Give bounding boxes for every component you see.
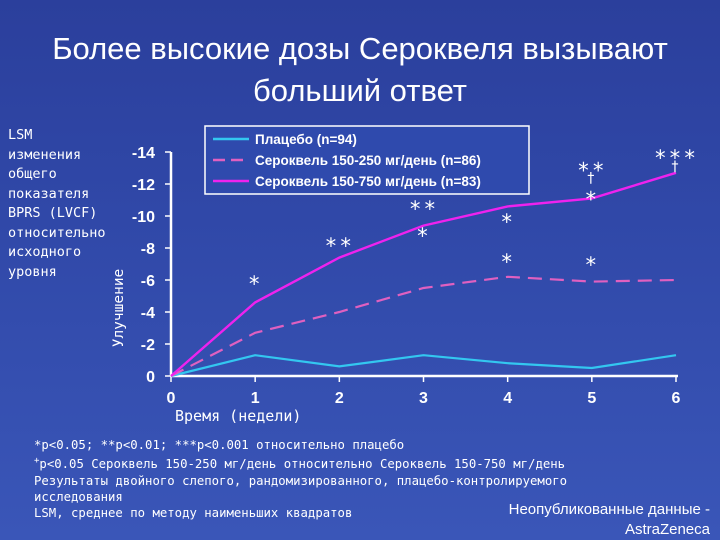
significance-marker: * bbox=[585, 253, 600, 277]
footnote-study-design: Результаты двойного слепого, рандомизиро… bbox=[34, 473, 568, 488]
series-dose-150-250-line bbox=[170, 275, 677, 377]
source-line-1: Неопубликованные данные - bbox=[508, 501, 710, 518]
title-line-1: Более высокие дозы Сероквеля вызывают bbox=[52, 31, 668, 66]
y-tick-label: -2 bbox=[141, 337, 155, 354]
significance-marker: * bbox=[248, 272, 263, 296]
x-axis-label: Время (недели) bbox=[175, 407, 301, 425]
significance-marker: * bbox=[416, 224, 431, 248]
series-dose-150-750-line bbox=[170, 171, 677, 377]
significance-marker: ** bbox=[409, 197, 438, 221]
y-description-line: уровня bbox=[8, 263, 57, 280]
y-tick-label: -10 bbox=[132, 209, 155, 226]
significance-marker: ** bbox=[325, 234, 354, 258]
footnote-lsm: LSM, среднее по методу наименьших квадра… bbox=[34, 505, 353, 520]
y-description-line: BPRS (LVCF) bbox=[8, 205, 98, 221]
significance-marker: † bbox=[587, 170, 597, 186]
series-placebo-line bbox=[170, 354, 677, 378]
y-description-line: показателя bbox=[8, 185, 90, 202]
legend-entry: Сероквель 150-250 мг/день (n=86) bbox=[255, 153, 481, 168]
y-description-line: LSM bbox=[8, 127, 33, 143]
significance-marker: * bbox=[500, 250, 515, 274]
y-tick-label: 0 bbox=[146, 369, 155, 386]
y-description-line: изменения bbox=[8, 146, 82, 163]
significance-marker: ** bbox=[577, 159, 606, 183]
y-tick-label: -4 bbox=[141, 305, 155, 322]
y-tick-label: -6 bbox=[141, 273, 155, 290]
y-description: LSM изменения общего показателя BPRS (LVCF) о… bbox=[8, 126, 128, 282]
x-tick-label: 6 bbox=[672, 390, 681, 407]
footnote-dose-comparison: +p<0.05 Сероквель 150-250 мг/день относи… bbox=[34, 456, 566, 472]
source-note: Неопубликованные данные - AstraZeneca bbox=[452, 500, 710, 540]
x-tick-label: 5 bbox=[587, 390, 596, 407]
footnote-dagger: + bbox=[34, 456, 40, 467]
y-description-line: общего bbox=[8, 166, 57, 182]
legend-entry: Плацебо (n=94) bbox=[255, 132, 357, 147]
y-tick-label: -14 bbox=[132, 145, 155, 162]
footnote-study-design-cont: исследования bbox=[34, 489, 123, 504]
y-tick-label: -8 bbox=[141, 241, 155, 258]
y-tick-label: -12 bbox=[132, 177, 155, 194]
legend-entry: Сероквель 150-750 мг/день (n=83) bbox=[255, 174, 481, 189]
x-tick-label: 3 bbox=[419, 390, 428, 407]
legend-box bbox=[204, 125, 530, 195]
title-line-2: больший ответ bbox=[253, 73, 467, 108]
footnote-significance: *p<0.05; **p<0.01; ***p<0.001 относитель… bbox=[34, 438, 405, 452]
significance-marker: * bbox=[500, 210, 515, 234]
y-axis-label: Улучшение bbox=[111, 269, 127, 348]
significance-marker: † bbox=[671, 159, 681, 175]
y-description-line: относительно bbox=[8, 224, 106, 241]
significance-marker: *** bbox=[654, 146, 698, 170]
y-description-line: исходного bbox=[8, 244, 82, 260]
footnotes: *p<0.05; **p<0.01; ***p<0.001 относитель… bbox=[34, 437, 674, 521]
significance-marker: * bbox=[585, 187, 600, 211]
x-tick-label: 4 bbox=[503, 390, 512, 407]
source-line-2: AstraZeneca bbox=[624, 521, 710, 538]
x-tick-label: 2 bbox=[335, 390, 344, 407]
x-tick-label: 1 bbox=[251, 390, 260, 407]
x-tick-label: 0 bbox=[167, 390, 176, 407]
slide-title: Более высокие дозы Сероквеля вызывают бо… bbox=[0, 28, 720, 112]
